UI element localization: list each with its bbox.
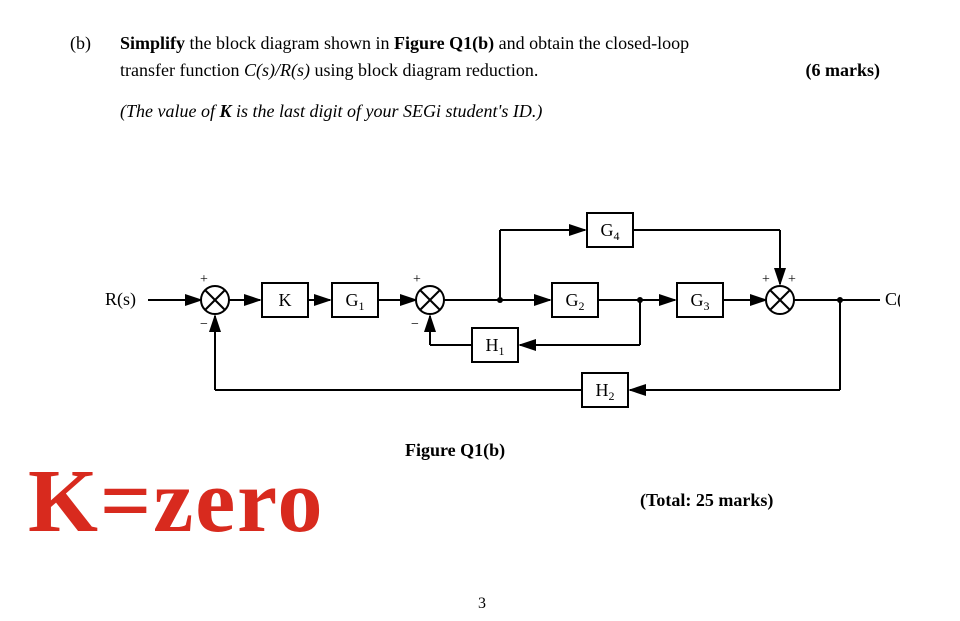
block-K-label: K: [279, 290, 292, 310]
block-diagram: R(s) + − K G1 + − G2 G3: [100, 190, 900, 420]
sum1-plus: +: [200, 272, 208, 287]
transfer-fn: C(s)/R(s): [244, 60, 310, 80]
question-block: (b) Simplify the block diagram shown in …: [120, 30, 880, 125]
sum3-plus2: +: [788, 272, 796, 287]
sum1-minus: −: [200, 317, 208, 332]
word-simplify: Simplify: [120, 33, 185, 53]
page-number: 3: [478, 595, 486, 613]
handwritten-annotation: K=zero: [28, 450, 325, 553]
total-marks: (Total: 25 marks): [640, 490, 773, 511]
sum2-plus: +: [413, 272, 421, 287]
question-line1: Simplify the block diagram shown in Figu…: [120, 30, 880, 57]
figure-caption: Figure Q1(b): [405, 440, 505, 461]
italic-note: (The value of K is the last digit of you…: [120, 98, 880, 125]
question-line2: transfer function C(s)/R(s) using block …: [120, 57, 880, 84]
sum2-minus: −: [411, 317, 419, 332]
input-label: R(s): [105, 289, 136, 310]
output-label: C(s): [885, 289, 900, 310]
part-label: (b): [70, 30, 91, 57]
sum3-plus: +: [762, 272, 770, 287]
figure-ref: Figure Q1(b): [394, 33, 494, 53]
marks-label: (6 marks): [806, 57, 881, 84]
